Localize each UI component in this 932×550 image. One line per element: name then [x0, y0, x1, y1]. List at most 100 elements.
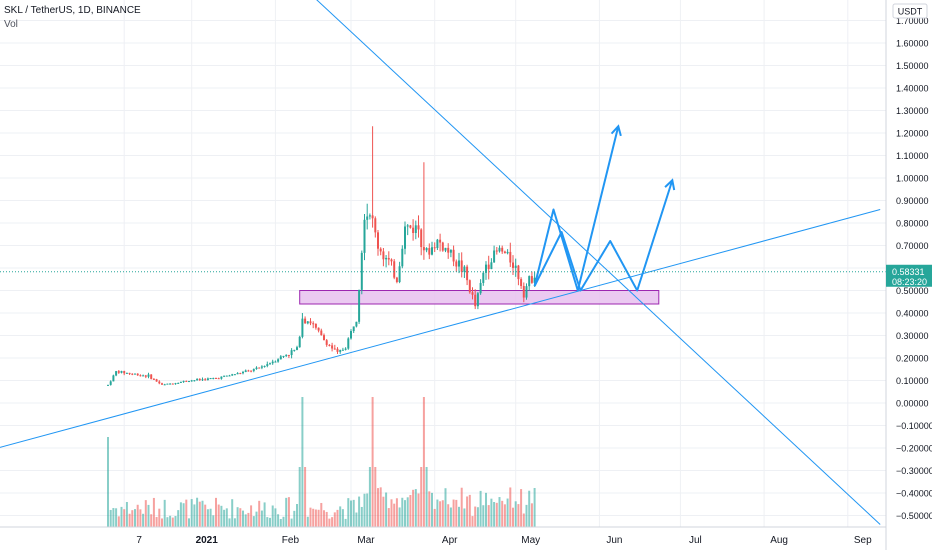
- volume-bar: [274, 508, 277, 527]
- volume-bar: [142, 513, 145, 527]
- volume-bar: [449, 507, 452, 527]
- candle-body: [395, 277, 398, 283]
- volume-bar: [517, 504, 520, 527]
- volume-bar: [209, 508, 212, 527]
- candle-body: [320, 330, 323, 336]
- symbol-title[interactable]: SKL / TetherUS, 1D, BINANCE: [4, 5, 141, 16]
- candle-body: [125, 372, 128, 374]
- volume-bar: [471, 516, 474, 527]
- volume-bar: [436, 499, 439, 527]
- candle-body: [506, 251, 509, 254]
- candle-body: [198, 378, 201, 380]
- volume-bar: [530, 503, 533, 527]
- volume-bar: [485, 492, 487, 527]
- volume-bar: [458, 506, 460, 527]
- candle-body: [239, 373, 242, 375]
- candle-body: [474, 294, 477, 307]
- projection-path: [533, 126, 620, 292]
- candle-body: [174, 383, 177, 385]
- candle-body: [420, 229, 423, 248]
- y-tick-label: 1.40000: [896, 84, 929, 94]
- candle-body: [328, 344, 331, 346]
- x-tick-label: May: [521, 535, 540, 546]
- candle-body: [212, 377, 215, 379]
- y-tick-label: 0.40000: [896, 309, 929, 319]
- candle-body: [244, 370, 247, 372]
- volume-bar: [155, 517, 158, 527]
- y-tick-label: 0.90000: [896, 196, 929, 206]
- x-tick-label: Jul: [689, 535, 702, 546]
- candle-body: [503, 251, 506, 254]
- trendlines[interactable]: [0, 0, 881, 525]
- y-tick-label: 1.00000: [896, 174, 929, 184]
- volume-bar: [193, 504, 196, 527]
- candle-body: [134, 373, 136, 375]
- volume-bar: [285, 497, 288, 527]
- projection-arrows[interactable]: [533, 124, 676, 292]
- support-zone-box: [299, 290, 660, 305]
- volume-bar: [217, 504, 220, 527]
- candle-body: [490, 262, 493, 270]
- volume-bar: [339, 506, 342, 527]
- candle-body: [530, 276, 533, 283]
- candle-body: [414, 225, 417, 233]
- volume-bar: [179, 502, 182, 527]
- volume-bar: [528, 490, 531, 527]
- volume-bar: [134, 509, 136, 527]
- candle-body: [525, 286, 528, 298]
- volume-bar: [233, 518, 236, 527]
- candle-body: [250, 370, 253, 372]
- candle-body: [428, 248, 431, 255]
- candle-body: [193, 380, 196, 382]
- volume-bar: [166, 517, 169, 527]
- volume-bar: [479, 490, 482, 527]
- volume-bar: [431, 492, 433, 527]
- candle-body: [169, 383, 172, 385]
- volume-bar: [377, 488, 379, 527]
- volume-bar: [123, 509, 126, 527]
- volume-bar: [161, 518, 163, 527]
- volume-bar: [363, 493, 366, 527]
- candle-body: [363, 219, 366, 253]
- candle-body: [350, 331, 352, 339]
- candle-body: [161, 383, 163, 385]
- candle-body: [341, 349, 344, 351]
- candle-body: [377, 232, 379, 249]
- volume-bar: [252, 516, 255, 527]
- candle-body: [495, 250, 498, 252]
- volume-bar: [196, 497, 199, 527]
- y-tick-label: 1.70000: [896, 16, 929, 26]
- candle-body: [107, 384, 109, 386]
- volume-bar: [495, 502, 498, 527]
- volume-bar: [476, 507, 479, 527]
- volume-bar: [212, 515, 215, 527]
- volume-bar: [433, 508, 436, 527]
- volume-bar: [255, 511, 258, 527]
- volume-bar: [360, 506, 363, 527]
- volume-bar: [374, 467, 377, 527]
- volume-bar: [277, 514, 280, 527]
- volume-bar: [115, 508, 118, 527]
- volume-bar: [120, 506, 123, 527]
- volume-bar: [269, 517, 271, 527]
- volume-bar: [466, 496, 469, 527]
- currency-box: [892, 3, 928, 19]
- candle-body: [206, 378, 209, 381]
- candle-body: [217, 378, 220, 380]
- candle-body: [296, 347, 298, 350]
- candle-body: [339, 350, 342, 352]
- candle-body: [323, 335, 325, 341]
- volume-bar: [444, 488, 447, 527]
- volume-bar: [520, 489, 523, 527]
- volume-bar: [150, 514, 153, 527]
- candle-body: [520, 279, 523, 287]
- candle-body: [155, 379, 158, 382]
- candle-body: [247, 370, 250, 372]
- volume-bar: [422, 397, 425, 527]
- candle-body: [425, 248, 428, 251]
- support-zone[interactable]: [299, 290, 660, 305]
- candle-body: [439, 239, 442, 243]
- volume-bar: [341, 509, 344, 527]
- candle-body: [517, 265, 520, 280]
